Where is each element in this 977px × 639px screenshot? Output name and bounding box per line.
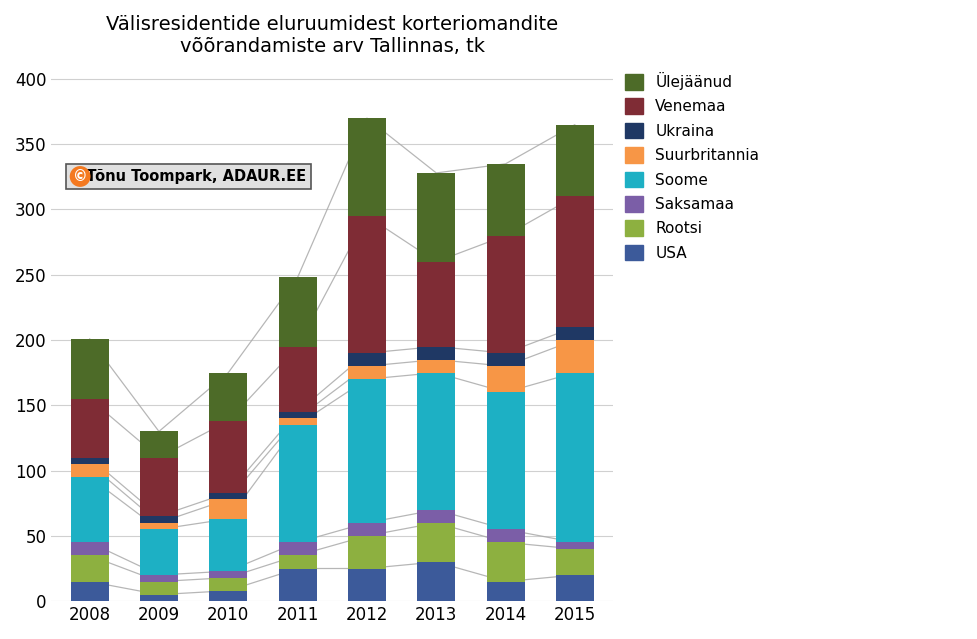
Bar — [417, 360, 455, 373]
Bar — [70, 399, 108, 458]
Bar — [70, 555, 108, 581]
Bar — [209, 590, 247, 601]
Bar — [209, 519, 247, 571]
Bar — [70, 339, 108, 399]
Bar — [278, 277, 317, 346]
Bar — [140, 523, 178, 529]
Bar — [417, 262, 455, 346]
Title: Välisresidentide eluruumidest korteriomandite
võõrandamiste arv Tallinnas, tk: Välisresidentide eluruumidest korterioma… — [106, 15, 558, 56]
Bar — [140, 581, 178, 595]
Bar — [486, 353, 524, 366]
Bar — [486, 392, 524, 529]
Bar — [486, 366, 524, 392]
Bar — [486, 236, 524, 353]
Bar — [140, 516, 178, 523]
Bar — [417, 373, 455, 510]
Legend: Ülejäänud, Venemaa, Ukraina, Suurbritannia, Soome, Saksamaa, Rootsi, USA: Ülejäänud, Venemaa, Ukraina, Suurbritann… — [618, 66, 765, 267]
Bar — [417, 562, 455, 601]
Bar — [555, 543, 593, 549]
Text: ©: © — [72, 169, 87, 184]
Bar — [348, 569, 386, 601]
Bar — [209, 373, 247, 421]
Bar — [486, 529, 524, 543]
Bar — [70, 464, 108, 477]
Bar — [140, 431, 178, 458]
Bar — [278, 555, 317, 569]
Bar — [278, 425, 317, 543]
Bar — [70, 477, 108, 543]
Bar — [555, 196, 593, 327]
Bar — [555, 575, 593, 601]
Bar — [70, 543, 108, 555]
Bar — [278, 569, 317, 601]
Bar — [417, 523, 455, 562]
Bar — [486, 543, 524, 581]
Bar — [278, 412, 317, 419]
Bar — [70, 458, 108, 464]
Bar — [348, 379, 386, 523]
Bar — [70, 581, 108, 601]
Bar — [209, 493, 247, 499]
Bar — [348, 353, 386, 366]
Bar — [555, 373, 593, 543]
Bar — [278, 346, 317, 412]
Bar — [209, 571, 247, 578]
Bar — [348, 216, 386, 353]
Bar — [278, 419, 317, 425]
Bar — [555, 327, 593, 340]
Bar — [555, 549, 593, 575]
Bar — [348, 366, 386, 379]
Bar — [140, 595, 178, 601]
Bar — [486, 164, 524, 236]
Bar — [209, 421, 247, 493]
Bar — [417, 510, 455, 523]
Bar — [348, 536, 386, 569]
Bar — [417, 346, 455, 360]
Bar — [140, 529, 178, 575]
Bar — [486, 581, 524, 601]
Bar — [555, 125, 593, 196]
Bar — [348, 118, 386, 216]
Text: Tõnu Toompark, ADAUR.EE: Tõnu Toompark, ADAUR.EE — [71, 169, 306, 184]
Bar — [209, 578, 247, 590]
Bar — [140, 575, 178, 581]
Bar — [209, 499, 247, 519]
Bar — [555, 340, 593, 373]
Bar — [140, 458, 178, 516]
Bar — [417, 173, 455, 262]
Bar — [348, 523, 386, 536]
Bar — [278, 543, 317, 555]
